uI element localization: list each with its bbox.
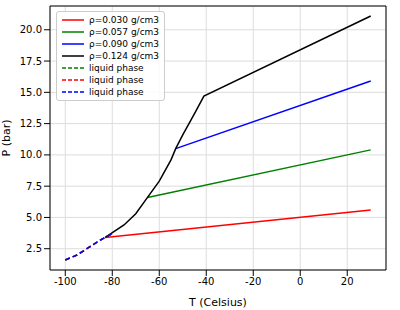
svg-text:-40: -40	[198, 276, 214, 287]
svg-text:20.0: 20.0	[20, 24, 42, 35]
svg-text:20: 20	[341, 276, 354, 287]
svg-text:7.5: 7.5	[26, 181, 42, 192]
svg-text:-100: -100	[54, 276, 77, 287]
html-text:ρ=0.124 g/cm3: ρ=0.124 g/cm3	[89, 51, 160, 61]
html-text:liquid phase: liquid phase	[89, 63, 144, 73]
svg-text:-80: -80	[104, 276, 120, 287]
svg-text:10.0: 10.0	[20, 149, 42, 160]
html-text:liquid phase: liquid phase	[89, 75, 144, 85]
svg-text:5.0: 5.0	[26, 212, 42, 223]
html-text:ρ=0.090 g/cm3: ρ=0.090 g/cm3	[89, 39, 160, 49]
svg-text:-60: -60	[151, 276, 167, 287]
svg-text:-20: -20	[245, 276, 261, 287]
html-text:ρ=0.057 g/cm3: ρ=0.057 g/cm3	[89, 27, 160, 37]
svg-text:0: 0	[297, 276, 303, 287]
svg-text:P (bar): P (bar)	[8, 120, 13, 157]
html-text:ρ=0.030 g/cm3: ρ=0.030 g/cm3	[89, 15, 160, 25]
svg-text:17.5: 17.5	[20, 56, 42, 67]
svg-text:12.5: 12.5	[20, 118, 42, 129]
svg-text:15.0: 15.0	[20, 87, 42, 98]
html-text:liquid phase: liquid phase	[89, 87, 144, 97]
svg-text:2.5: 2.5	[26, 243, 42, 254]
svg-text:T (Celsius): T (Celsius)	[188, 296, 247, 309]
